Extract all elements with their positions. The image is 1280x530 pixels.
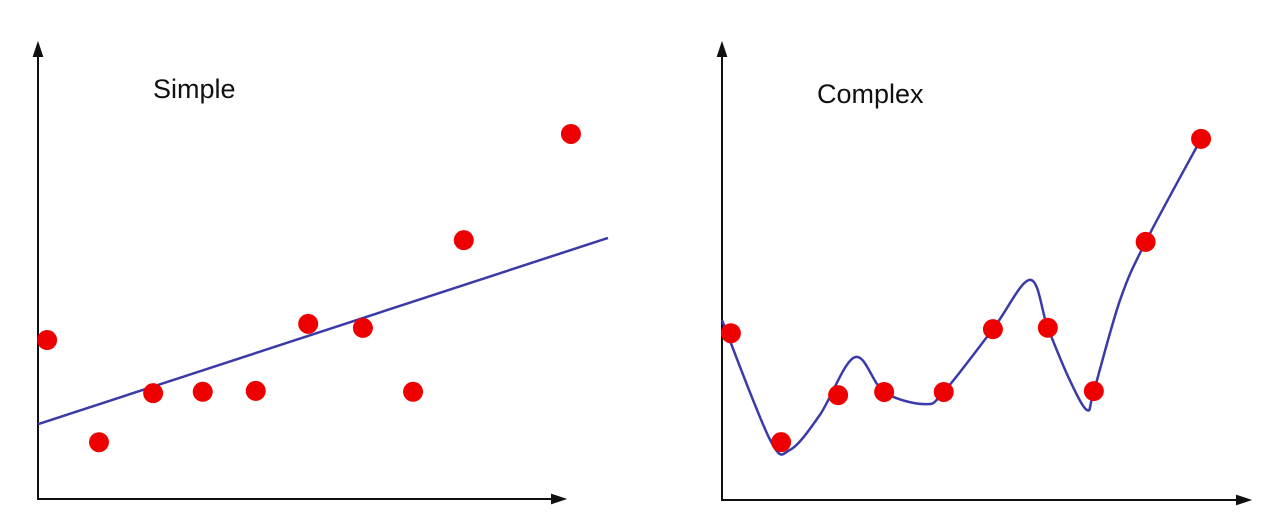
arrow xyxy=(551,493,568,505)
arrow xyxy=(32,40,44,57)
chart-title: Complex xyxy=(817,79,924,109)
point xyxy=(192,381,213,402)
axes-complex xyxy=(716,40,1253,506)
curve xyxy=(720,138,1203,456)
point xyxy=(352,317,373,338)
point xyxy=(560,123,581,144)
point xyxy=(37,330,58,351)
point xyxy=(143,383,164,404)
point xyxy=(874,381,895,402)
point xyxy=(720,323,741,344)
point xyxy=(1135,231,1156,252)
point xyxy=(1037,317,1058,338)
chart-title: Simple xyxy=(153,74,236,104)
point xyxy=(1083,381,1104,402)
curve xyxy=(37,236,609,426)
point xyxy=(1191,128,1212,149)
point xyxy=(771,432,792,453)
point xyxy=(88,432,109,453)
arrow xyxy=(716,40,728,57)
point xyxy=(245,380,266,401)
point xyxy=(828,385,849,406)
point xyxy=(298,313,319,334)
point xyxy=(982,319,1003,340)
arrow xyxy=(1236,494,1253,506)
axes-simple xyxy=(32,40,568,505)
point xyxy=(453,230,474,251)
point xyxy=(933,381,954,402)
point xyxy=(403,381,424,402)
